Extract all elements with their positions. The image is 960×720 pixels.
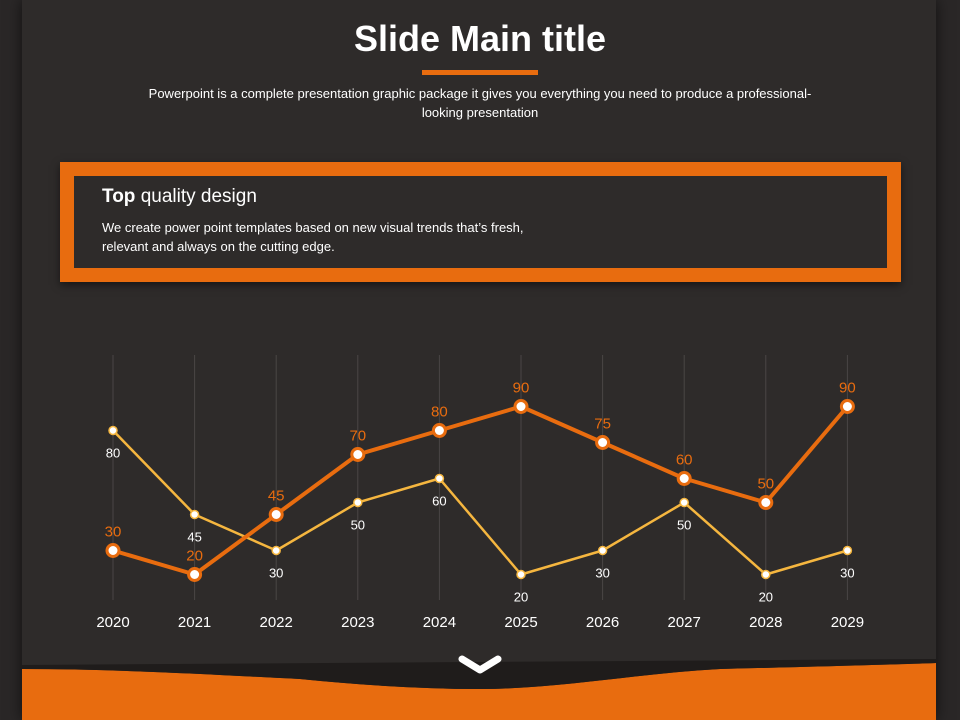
x-tick-label: 2021 [178, 614, 211, 631]
feature-box: Top quality design We create power point… [60, 162, 901, 282]
data-label-secondary: 60 [432, 494, 446, 509]
data-point-secondary [434, 473, 445, 484]
series-line-secondary [112, 429, 848, 576]
data-point-primary [105, 543, 121, 558]
x-tick-label: 2022 [260, 614, 293, 631]
chart-series [105, 399, 855, 582]
chart-labels: 2020 2021 2022 2023 2024 2025 2026 2027 2028 2029… [96, 380, 864, 632]
data-label-primary: 50 [757, 476, 774, 493]
data-label-primary: 90 [839, 380, 856, 397]
data-point-secondary [271, 545, 281, 556]
data-label-secondary: 45 [187, 530, 201, 545]
data-point-primary [187, 567, 203, 582]
data-label-primary: 70 [349, 428, 366, 445]
feature-text: We create power point templates based on… [102, 220, 524, 254]
data-point-secondary [842, 545, 853, 556]
data-label-secondary: 30 [840, 566, 854, 581]
x-tick-label: 2026 [586, 614, 619, 631]
data-label-primary: 80 [431, 404, 448, 421]
data-label-secondary: 50 [351, 518, 365, 533]
data-point-secondary [516, 569, 526, 580]
data-label-primary: 75 [594, 416, 611, 433]
chart-grid [112, 355, 848, 600]
data-point-secondary [761, 569, 771, 580]
slide-title: Slide Main title [353, 18, 607, 59]
data-point-secondary [597, 545, 608, 556]
x-tick-label: 2028 [749, 614, 782, 631]
data-point-primary [758, 495, 774, 510]
series-line-primary [112, 404, 849, 577]
data-point-secondary [353, 497, 363, 508]
line-chart: 2020 2021 2022 2023 2024 2025 2026 2027 2028 2029… [96, 355, 864, 632]
data-point-primary [431, 423, 447, 438]
feature-heading: Top quality design [102, 186, 257, 208]
data-point-primary [595, 435, 611, 450]
x-tick-label: 2020 [96, 614, 129, 631]
data-point-secondary [679, 497, 689, 508]
footer-band [22, 655, 936, 720]
x-tick-label: 2025 [504, 614, 537, 631]
data-point-primary [268, 507, 284, 522]
x-tick-label: 2023 [341, 614, 374, 631]
slide-subtitle: Powerpoint is a complete presentation gr… [148, 86, 812, 120]
x-tick-label: 2029 [831, 614, 864, 631]
data-point-primary [839, 399, 855, 414]
data-point-primary [676, 471, 692, 486]
chevron-down-icon[interactable] [458, 655, 502, 674]
footer-wave-shadow [22, 659, 936, 689]
data-label-secondary: 20 [759, 590, 773, 605]
data-label-secondary: 30 [269, 566, 283, 581]
feature-box-inner: Top quality design We create power point… [74, 176, 887, 268]
data-label-primary: 90 [513, 380, 530, 397]
feature-heading-rest: quality design [135, 186, 257, 207]
data-label-secondary: 30 [595, 566, 609, 581]
x-tick-label: 2027 [668, 614, 701, 631]
data-point-primary [513, 399, 529, 414]
data-label-secondary: 80 [106, 446, 120, 461]
data-point-secondary [108, 425, 118, 436]
data-label-primary: 45 [268, 488, 285, 505]
data-label-primary: 30 [105, 524, 122, 541]
title-underline [422, 70, 538, 75]
data-point-secondary [189, 509, 200, 520]
data-point-primary [350, 447, 366, 462]
data-label-primary: 20 [186, 548, 203, 565]
x-tick-label: 2024 [423, 614, 456, 631]
slide-background [22, 0, 936, 720]
data-label-primary: 60 [676, 452, 693, 469]
footer-wave [22, 663, 936, 720]
data-label-secondary: 20 [514, 590, 528, 605]
feature-heading-bold: Top [102, 186, 136, 207]
data-label-secondary: 50 [677, 518, 691, 533]
